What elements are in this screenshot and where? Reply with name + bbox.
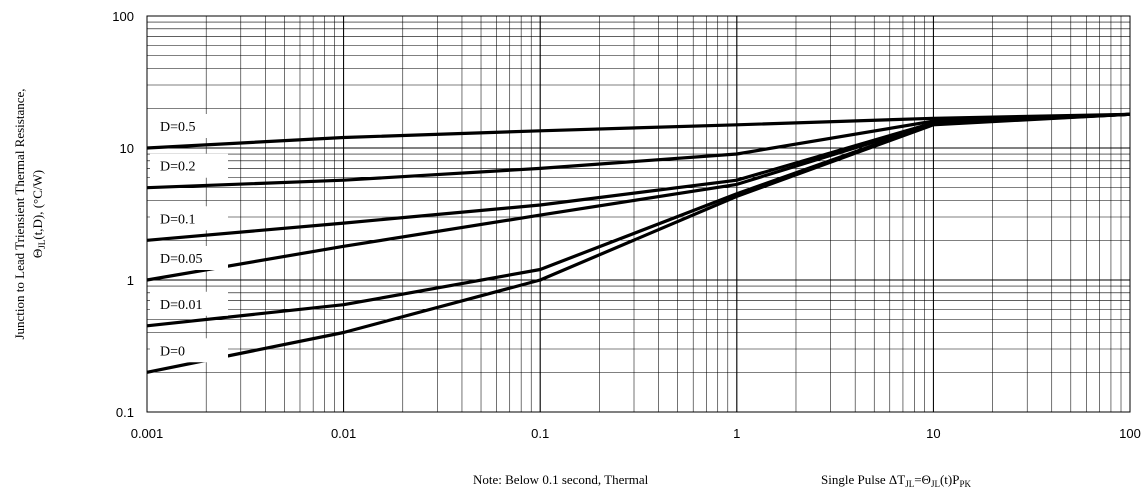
pulse-formula: Single Pulse ΔTJL=ΘJL(t)PPK bbox=[821, 472, 971, 489]
y-tick-label: 10 bbox=[120, 141, 134, 156]
series-label-bg bbox=[150, 153, 228, 178]
series-line bbox=[146, 112, 1131, 328]
y-tick-label: 1 bbox=[127, 273, 134, 288]
series-layer bbox=[146, 112, 1131, 374]
plot-frame bbox=[146, 15, 1131, 413]
series-label-bg bbox=[150, 246, 228, 270]
y-tick-labels: 0.1 1 10 100 bbox=[112, 9, 134, 420]
x-tick-label: 10 bbox=[926, 426, 940, 441]
y-axis-label-line2: ΘJL(t,D), (°C/W) bbox=[30, 170, 47, 258]
series-label-bg bbox=[150, 206, 228, 231]
series-line bbox=[146, 112, 1131, 374]
series-line bbox=[146, 112, 1131, 150]
y-axis-label-line1: Junction to Lead Triensient Thermal Resi… bbox=[12, 88, 27, 339]
series-label-layer: D=0.5 D=0.2 D=0.1 D=0.05 D=0.01 D=0 bbox=[150, 114, 228, 363]
series-label: D=0.01 bbox=[160, 298, 203, 313]
series-label-bg bbox=[150, 338, 228, 363]
series-label-bg bbox=[150, 114, 228, 138]
note-text: Note: Below 0.1 second, Thermal bbox=[473, 472, 649, 487]
x-tick-label: 0.001 bbox=[131, 426, 164, 441]
y-tick-label: 100 bbox=[112, 9, 134, 24]
x-tick-label: 0.01 bbox=[331, 426, 356, 441]
series-label: D=0.05 bbox=[160, 252, 203, 267]
y-axis-label: Junction to Lead Triensient Thermal Resi… bbox=[12, 88, 47, 339]
x-tick-label: 1 bbox=[733, 426, 740, 441]
x-tick-label: 100 bbox=[1119, 426, 1141, 441]
y-tick-label: 0.1 bbox=[116, 405, 134, 420]
series-label: D=0.1 bbox=[160, 212, 196, 227]
series-line bbox=[146, 112, 1131, 190]
series-label: D=0 bbox=[160, 344, 185, 359]
series-label: D=0.2 bbox=[160, 160, 196, 175]
x-tick-labels: 0.001 0.01 0.1 1 10 100 bbox=[131, 426, 1141, 441]
series-label: D=0.5 bbox=[160, 120, 196, 135]
series-label-bg bbox=[150, 291, 228, 316]
grid-lines bbox=[146, 15, 1131, 413]
x-tick-label: 0.1 bbox=[531, 426, 549, 441]
